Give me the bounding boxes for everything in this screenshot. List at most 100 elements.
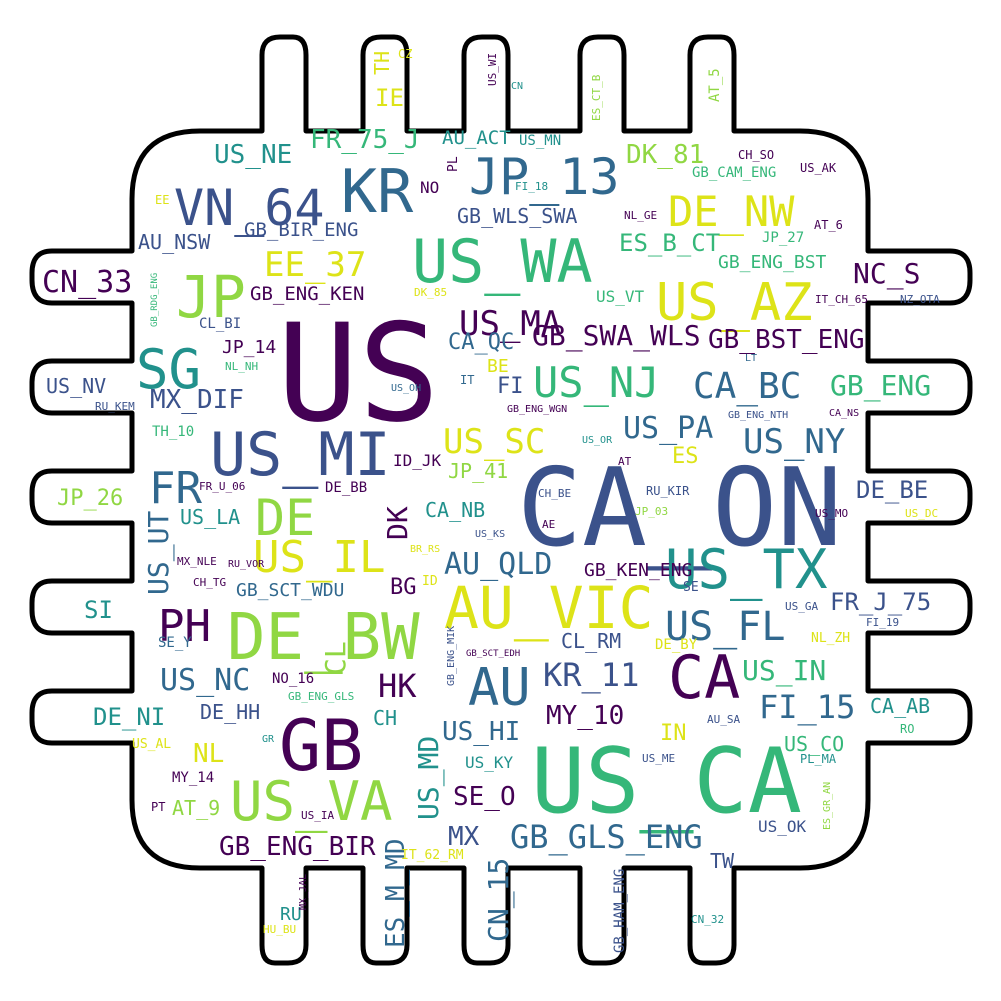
word-dk: DK (381, 506, 414, 540)
word-at-6: AT_6 (814, 218, 843, 232)
word-us-ne: US_NE (214, 140, 292, 170)
word-us-tx: US_TX (665, 538, 828, 601)
word-ca-nb: CA_NB (425, 498, 485, 522)
word-us-pa: US_PA (623, 411, 713, 446)
word-de-be: DE_BE (856, 476, 928, 504)
word-ro: RO (900, 722, 914, 736)
word-us-hi: US_HI (442, 717, 520, 747)
word-hu-bu: HU_BU (263, 923, 296, 936)
word-us-az: US_AZ (656, 273, 813, 333)
word-th-10: TH_10 (152, 424, 194, 440)
word-es-m-md: ES_M_MD (381, 838, 411, 948)
word-ch-so: CH_SO (738, 148, 774, 162)
word-ca-ns: CA_NS (829, 408, 859, 419)
word-gb-eng: GB_ENG (830, 369, 931, 403)
word-us-ks: US_KS (475, 529, 505, 540)
word-us-va: US_VA (230, 770, 393, 833)
word-gb-eng-ken: GB_ENG_KEN (250, 283, 364, 305)
word-it-ch-65: IT_CH_65 (815, 293, 868, 306)
chip-outline (29, 34, 973, 966)
word-se-y: SE_Y (158, 635, 192, 651)
word-us-in: US_IN (742, 654, 826, 688)
word-cl: CL (319, 641, 352, 675)
word-my-14: MY_14 (172, 770, 214, 786)
word-au-act: AU_ACT (442, 127, 511, 149)
word-us-fl: US_FL (665, 604, 785, 650)
word-cl-bi: CL_BI (199, 316, 241, 332)
word-it-62-rm: IT_62_RM (401, 848, 464, 863)
word-ca: CA (668, 643, 740, 713)
word-cn: CN (511, 81, 523, 92)
word-us-nc: US_NC (160, 663, 250, 698)
word-es-b-ct: ES_B_CT (619, 229, 720, 257)
word-th: TH (370, 51, 394, 75)
word-ru-kir: RU_KIR (646, 484, 690, 498)
word-us-ny: US_NY (743, 422, 845, 462)
word-pt: PT (151, 800, 165, 814)
word-us-me: US_ME (642, 752, 675, 765)
word-gb-eng-nth: GB_ENG_NTH (728, 410, 788, 421)
word-jp-27: JP_27 (762, 230, 804, 246)
word-us-mn: US_MN (519, 133, 561, 149)
word-id: ID (422, 574, 438, 589)
word-nl-zh: NL_ZH (811, 631, 850, 646)
word-at: AT (618, 455, 632, 468)
word-jp-26: JP_26 (57, 486, 123, 511)
word-mx: MX (448, 822, 480, 852)
word-us-ga: US_GA (785, 600, 818, 613)
word-gb-wls-swa: GB_WLS_SWA (457, 204, 577, 228)
word-us-ak: US_AK (800, 161, 837, 175)
word-es: ES (672, 444, 699, 469)
word-pl: PL (446, 156, 461, 172)
word-gb-bir-eng: GB_BIR_ENG (244, 219, 358, 241)
word-cn-32: CN_32 (691, 913, 724, 926)
word-ph: PH (158, 601, 211, 652)
word-se: SE (683, 580, 699, 595)
word-gb-rdg-eng: GB_RDG_ENG (150, 273, 160, 327)
word-nz-ota: NZ_OTA (900, 293, 940, 306)
word-gb-sct-edh: GB_SCT_EDH (466, 649, 520, 659)
word-nl-nh: NL_NH (225, 360, 258, 373)
word-us-ca: US_CA (531, 729, 802, 834)
word-gr: GR (262, 734, 275, 745)
word-hk: HK (378, 667, 417, 705)
word-group: US CA_ON US_CA GB DE_BW AU_VIC US_WA US_MI KR VN_… (42, 47, 940, 953)
word-us-co: US_CO (784, 732, 844, 756)
word-ie: IE (375, 84, 404, 112)
word-us-ky: US_KY (465, 753, 514, 772)
word-de-bw: DE_BW (227, 601, 420, 675)
word-us-wi: US_WI (486, 53, 499, 86)
word-us-oh: US_OH (391, 383, 421, 394)
word-gb-gls-eng: GB_GLS_ENG (510, 818, 703, 856)
word-dk-81: DK_81 (626, 140, 704, 170)
word-si: SI (84, 596, 113, 624)
word-es-ct-b: ES_CT_B (590, 74, 603, 121)
word-fr-j-75: FR_J_75 (830, 588, 931, 616)
word-us-sc: US_SC (443, 422, 545, 462)
word-fi-18: FI_18 (515, 180, 548, 193)
word-it: IT (460, 373, 474, 387)
word-gb-sct-wdu: GB_SCT_WDU (236, 580, 344, 601)
word-us-dc: US_DC (905, 507, 938, 520)
word-bg: BG (390, 575, 417, 600)
word-fr-75-j: FR_75_J (310, 125, 420, 155)
word-kr: KR (341, 157, 414, 227)
word-vn-64: VN_64 (174, 179, 325, 237)
word-cn-33: CN_33 (42, 265, 132, 300)
word-us: US (277, 295, 440, 452)
word-jp-13: JP_13 (469, 148, 620, 206)
word-gb-bst-eng: GB_BST_ENG (708, 325, 865, 355)
word-jp-41: JP_41 (448, 459, 508, 483)
word-no: NO (420, 178, 439, 197)
word-us-al: US_AL (132, 737, 171, 752)
word-de-hh: DE_HH (200, 700, 260, 724)
word-au-qld: AU_QLD (444, 547, 552, 582)
word-es-gr-an: ES_GR_AN (822, 782, 833, 830)
word-ca-on: CA_ON (517, 446, 842, 571)
word-gb-cam-eng: GB_CAM_ENG (692, 165, 776, 181)
word-de-by: DE_BY (655, 637, 698, 653)
word-mx-nle: MX_NLE (177, 555, 217, 568)
word-in: IN (660, 721, 687, 746)
word-at-5: AT_5 (707, 68, 723, 102)
